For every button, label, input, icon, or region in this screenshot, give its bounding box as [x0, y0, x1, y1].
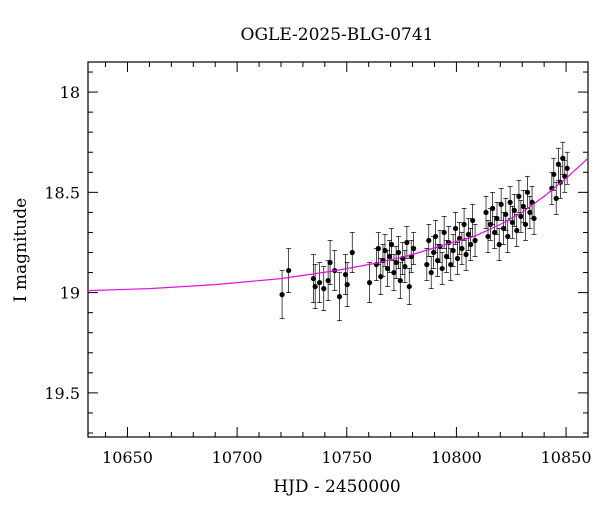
data-point [450, 247, 456, 254]
data-point [384, 265, 391, 272]
data-point [424, 261, 430, 268]
y-axis-label: I magnitude [11, 198, 31, 302]
data-point [312, 283, 318, 290]
data-point [428, 269, 434, 276]
data-point [468, 241, 474, 248]
x-tick-label: 10800 [431, 448, 482, 467]
data-point [505, 233, 511, 240]
y-tick-label: 19.5 [44, 384, 80, 403]
data-point [349, 249, 355, 256]
data-point [344, 281, 350, 288]
y-tick-label: 18.5 [44, 183, 80, 202]
data-point [443, 253, 450, 260]
data-point [426, 237, 432, 244]
data-point [439, 265, 445, 272]
data-point [316, 279, 323, 286]
data-point [454, 255, 461, 262]
data-point [434, 257, 441, 264]
data-point [491, 229, 498, 236]
data-point [518, 213, 524, 220]
data-point [498, 201, 504, 207]
x-tick-label: 10650 [102, 448, 153, 467]
data-point [555, 161, 561, 167]
data-point [388, 241, 395, 248]
x-tick-label: 10700 [212, 448, 263, 467]
data-point [524, 189, 531, 195]
data-point [461, 221, 467, 228]
data-point [448, 261, 454, 268]
data-point [509, 219, 515, 226]
data-point [520, 203, 526, 209]
chart-title: OGLE-2025-BLG-0741 [241, 25, 434, 45]
data-point [432, 233, 439, 240]
plot-frame [87, 61, 589, 438]
data-point [402, 263, 408, 270]
data-point [411, 245, 417, 252]
data-point [386, 253, 393, 260]
data-point [397, 277, 403, 284]
data-point [531, 215, 537, 222]
data-point [393, 259, 399, 266]
x-tick-label: 10750 [321, 448, 372, 467]
data-point [465, 231, 472, 238]
data-point [342, 271, 349, 278]
data-point [404, 239, 410, 246]
data-point [470, 217, 476, 224]
y-tick-label: 19 [60, 284, 80, 303]
data-point [553, 195, 559, 201]
data-point [336, 294, 343, 300]
x-axis-label: HJD - 2450000 [273, 477, 401, 497]
data-point [560, 155, 566, 161]
data-point [472, 237, 478, 244]
data-point [441, 229, 447, 236]
data-point [483, 209, 489, 216]
data-point [522, 221, 529, 228]
data-point [527, 209, 533, 216]
data-point [507, 199, 513, 205]
data-point [503, 211, 509, 218]
data-point [286, 267, 292, 274]
data-point [494, 215, 500, 222]
data-point [382, 247, 388, 254]
data-point [463, 251, 469, 258]
data-point [406, 283, 412, 290]
model-curve [87, 157, 589, 292]
data-point [490, 205, 496, 211]
y-tick-label: 18 [60, 83, 80, 102]
data-point [511, 207, 517, 213]
data-point [500, 225, 507, 232]
data-point [395, 249, 402, 256]
data-point [564, 165, 570, 171]
data-point [514, 227, 520, 234]
data-point [516, 193, 522, 199]
data-point [485, 233, 491, 240]
plot-area: 10650 10700 10750 10800 10850 18 18.5 19 19.5 [44, 61, 592, 467]
data-point [459, 245, 465, 252]
data-point [375, 245, 381, 252]
data-point [279, 292, 285, 298]
data-point [366, 279, 373, 286]
data-point [327, 259, 333, 266]
x-tick-label: 10850 [541, 448, 592, 467]
data-point [551, 171, 557, 177]
data-point [325, 277, 331, 284]
data-point [310, 275, 317, 282]
data-point [452, 225, 459, 232]
data-point [391, 269, 397, 276]
data-point [496, 241, 502, 248]
data-point [321, 286, 327, 292]
